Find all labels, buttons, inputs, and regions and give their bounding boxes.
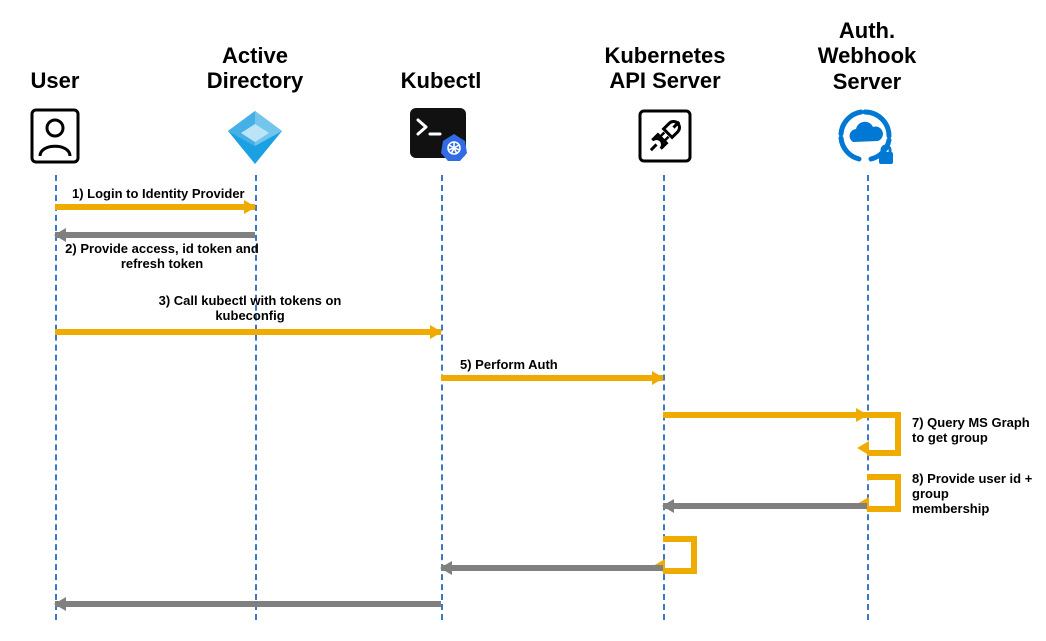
label-6: 7) Query MS Graph to get group (912, 416, 1030, 446)
label-1: 1) Login to Identity Provider (72, 187, 245, 202)
label-3-line2: kubeconfig (215, 308, 284, 323)
api-server-icon (637, 108, 693, 164)
self-loop-6-head (857, 441, 869, 455)
arrow-5 (663, 412, 867, 418)
arrow-8 (663, 503, 867, 509)
header-ad-line1: Active (222, 43, 288, 68)
self-loop-6 (867, 412, 901, 456)
label-6-line1: 7) Query MS Graph (912, 415, 1030, 430)
arrow-1 (55, 204, 255, 210)
header-kubectl: Kubectl (391, 68, 491, 93)
header-user: User (15, 68, 95, 93)
label-4: 5) Perform Auth (460, 358, 558, 373)
label-3: 3) Call kubectl with tokens on kubeconfi… (150, 294, 350, 324)
self-loop-7 (867, 474, 901, 512)
header-api-line2: API Server (609, 68, 720, 93)
user-icon (30, 108, 80, 164)
arrow-2 (55, 232, 255, 238)
label-2: 2) Provide access, id token and refresh … (62, 242, 262, 272)
label-3-line1: 3) Call kubectl with tokens on (159, 293, 342, 308)
label-8 (680, 470, 860, 485)
lifeline-kubectl (441, 175, 443, 620)
arrow-11 (55, 601, 441, 607)
lifeline-webhook (867, 175, 869, 620)
header-webhook: Auth. Webhook Server (812, 18, 922, 94)
header-ad-line2: Directory (207, 68, 304, 93)
self-loop-9 (663, 536, 697, 574)
header-webhook-line3: Server (833, 69, 902, 94)
label-2-line1: 2) Provide access, id token and (65, 241, 259, 256)
label-7-line2: membership (912, 501, 989, 516)
label-2-line2: refresh token (121, 256, 203, 271)
arrow-10 (441, 565, 663, 571)
label-6-line2: to get group (912, 430, 988, 445)
header-webhook-line1: Auth. (839, 18, 895, 43)
header-api: Kubernetes API Server (600, 43, 730, 94)
header-api-line1: Kubernetes (604, 43, 725, 68)
active-directory-icon (225, 106, 285, 166)
label-7-line1: 8) Provide user id + group (912, 471, 1032, 501)
header-webhook-line2: Webhook (818, 43, 917, 68)
label-10 (450, 532, 660, 547)
kubectl-icon (410, 108, 474, 166)
arrow-4 (441, 375, 663, 381)
label-7: 8) Provide user id + group membership (912, 472, 1046, 517)
webhook-server-icon (837, 108, 899, 166)
header-ad: Active Directory (205, 43, 305, 94)
arrow-3 (55, 329, 441, 335)
